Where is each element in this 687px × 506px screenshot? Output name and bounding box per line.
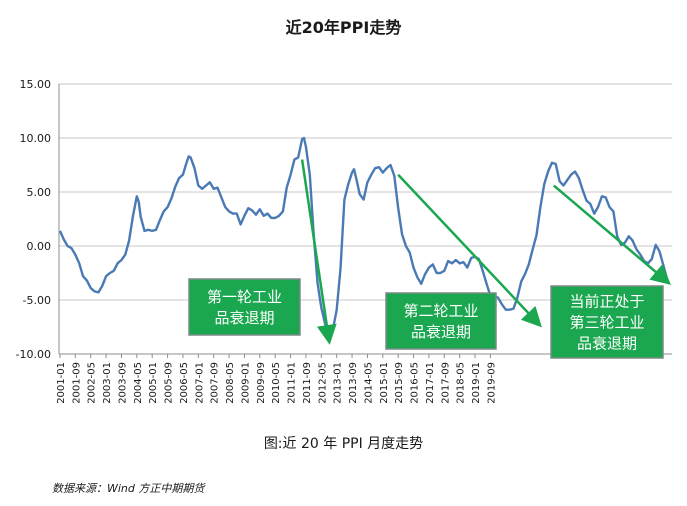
x-tick-label: 2013-01 xyxy=(333,362,344,404)
trend-arrow xyxy=(300,159,337,345)
y-tick-label: 5.00 xyxy=(27,186,52,199)
annotation-rect xyxy=(550,285,664,359)
source-note: 数据来源：Wind 方正中期期货 xyxy=(52,482,205,495)
annotation-text: 品衰退期 xyxy=(214,309,274,327)
x-tick-label: 2004-05 xyxy=(133,362,144,404)
x-tick-label: 2008-05 xyxy=(225,362,236,404)
x-tick-label: 2002-05 xyxy=(87,362,98,404)
x-axis-ticks: 2001-01 2001-09 2002-05 2003-01 2003-09 2004-… xyxy=(56,354,497,404)
x-tick-label: 2007-01 xyxy=(194,362,205,404)
x-tick-label: 2003-09 xyxy=(117,362,128,404)
x-tick-label: 2001-01 xyxy=(56,362,67,404)
annotation-text: 第三轮工业 xyxy=(569,314,644,332)
x-tick-label: 2014-05 xyxy=(363,362,374,404)
trend-arrow xyxy=(553,184,672,285)
x-tick-label: 2006-05 xyxy=(179,362,190,404)
x-tick-label: 2005-01 xyxy=(148,362,159,404)
ppi-series-line xyxy=(58,136,669,336)
y-tick-label: 10.00 xyxy=(20,132,52,145)
x-tick-label: 2011-01 xyxy=(287,362,298,404)
x-tick-label: 2012-05 xyxy=(317,362,328,404)
y-tick-label: -10.00 xyxy=(16,348,51,361)
annotation-rect xyxy=(188,278,301,336)
x-tick-label: 2015-01 xyxy=(379,362,390,404)
trend-arrow xyxy=(397,173,542,328)
x-tick-label: 2018-05 xyxy=(456,362,467,404)
chart-title: 近20年PPI走势 xyxy=(285,18,402,37)
x-tick-label: 2017-09 xyxy=(440,362,451,404)
x-tick-label: 2009-09 xyxy=(256,362,267,404)
annotation-text: 当前正处于 xyxy=(569,293,644,311)
annotation-text: 品衰退期 xyxy=(411,323,471,341)
x-tick-label: 2001-09 xyxy=(71,362,82,404)
y-axis-ticks: 15.00 10.00 5.00 0.00 -5.00 -10.00 xyxy=(16,78,51,361)
x-tick-label: 2016-05 xyxy=(410,362,421,404)
annotation-text: 第二轮工业 xyxy=(403,302,478,320)
x-tick-label: 2015-09 xyxy=(394,362,405,404)
x-tick-label: 2010-05 xyxy=(271,362,282,404)
x-tick-label: 2019-01 xyxy=(471,362,482,404)
x-tick-label: 2009-01 xyxy=(240,362,251,404)
chart-caption: 图:近 20 年 PPI 月度走势 xyxy=(263,436,424,452)
annotation-rect xyxy=(385,292,497,350)
annotation-text: 第一轮工业 xyxy=(207,288,282,306)
y-tick-label: -5.00 xyxy=(23,294,51,307)
x-tick-label: 2011-09 xyxy=(302,362,313,404)
x-tick-label: 2003-01 xyxy=(102,362,113,404)
x-tick-label: 2013-09 xyxy=(348,362,359,404)
annotation-text: 品衰退期 xyxy=(577,335,637,353)
x-tick-label: 2019-09 xyxy=(486,362,497,404)
trend-arrows xyxy=(300,159,672,345)
x-tick-label: 2005-09 xyxy=(164,362,175,404)
x-tick-label: 2007-09 xyxy=(210,362,221,404)
series-layer xyxy=(58,136,669,336)
y-tick-label: 0.00 xyxy=(27,240,52,253)
x-tick-label: 2017-01 xyxy=(425,362,436,404)
y-tick-label: 15.00 xyxy=(20,78,52,91)
